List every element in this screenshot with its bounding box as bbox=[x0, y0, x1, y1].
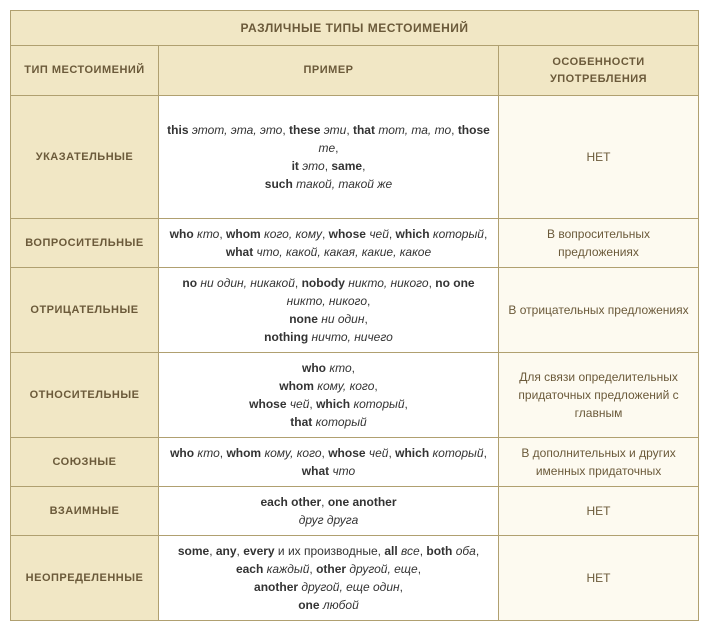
usage-cell: НЕТ bbox=[499, 96, 699, 219]
type-cell: УКАЗАТЕЛЬНЫЕ bbox=[11, 96, 159, 219]
title-row: РАЗЛИЧНЫЕ ТИПЫ МЕСТОИМЕНИЙ bbox=[11, 11, 699, 46]
type-cell: СОЮЗНЫЕ bbox=[11, 438, 159, 487]
usage-cell: НЕТ bbox=[499, 487, 699, 536]
example-cell: this этот, эта, это, these эти, that тот… bbox=[159, 96, 499, 219]
example-cell: who кто,whom кому, кого,whose чей, which… bbox=[159, 353, 499, 438]
type-cell: ОТНОСИТЕЛЬНЫЕ bbox=[11, 353, 159, 438]
example-cell: who кто, whom кого, кому, whose чей, whi… bbox=[159, 219, 499, 268]
example-cell: some, any, every и их производные, all в… bbox=[159, 536, 499, 621]
type-cell: НЕОПРЕДЕЛЕННЫЕ bbox=[11, 536, 159, 621]
type-cell: ОТРИЦАТЕЛЬНЫЕ bbox=[11, 268, 159, 353]
usage-cell: В вопросительных предложениях bbox=[499, 219, 699, 268]
table-row: ОТНОСИТЕЛЬНЫЕwho кто,whom кому, кого,who… bbox=[11, 353, 699, 438]
usage-cell: Для связи определительных придаточных пр… bbox=[499, 353, 699, 438]
type-cell: ВЗАИМНЫЕ bbox=[11, 487, 159, 536]
usage-cell: В отрицательных предложениях bbox=[499, 268, 699, 353]
table-row: СОЮЗНЫЕwho кто, whom кому, кого, whose ч… bbox=[11, 438, 699, 487]
header-usage: ОСОБЕННОСТИ УПОТРЕБЛЕНИЯ bbox=[499, 46, 699, 96]
table-row: ВЗАИМНЫЕeach other, one anotherдруг друг… bbox=[11, 487, 699, 536]
table-row: УКАЗАТЕЛЬНЫЕthis этот, эта, это, these э… bbox=[11, 96, 699, 219]
table-row: ВОПРОСИТЕЛЬНЫЕwho кто, whom кого, кому, … bbox=[11, 219, 699, 268]
example-cell: who кто, whom кому, кого, whose чей, whi… bbox=[159, 438, 499, 487]
header-row: ТИП МЕСТОИМЕНИЙ ПРИМЕР ОСОБЕННОСТИ УПОТР… bbox=[11, 46, 699, 96]
usage-cell: НЕТ bbox=[499, 536, 699, 621]
header-type: ТИП МЕСТОИМЕНИЙ bbox=[11, 46, 159, 96]
table-title: РАЗЛИЧНЫЕ ТИПЫ МЕСТОИМЕНИЙ bbox=[11, 11, 699, 46]
example-cell: each other, one anotherдруг друга bbox=[159, 487, 499, 536]
example-cell: no ни один, никакой, nobody никто, никог… bbox=[159, 268, 499, 353]
usage-cell: В дополнительных и других именных придат… bbox=[499, 438, 699, 487]
pronoun-types-table: РАЗЛИЧНЫЕ ТИПЫ МЕСТОИМЕНИЙ ТИП МЕСТОИМЕН… bbox=[10, 10, 699, 621]
table-row: ОТРИЦАТЕЛЬНЫЕno ни один, никакой, nobody… bbox=[11, 268, 699, 353]
table-row: НЕОПРЕДЕЛЕННЫЕsome, any, every и их прои… bbox=[11, 536, 699, 621]
header-example: ПРИМЕР bbox=[159, 46, 499, 96]
type-cell: ВОПРОСИТЕЛЬНЫЕ bbox=[11, 219, 159, 268]
